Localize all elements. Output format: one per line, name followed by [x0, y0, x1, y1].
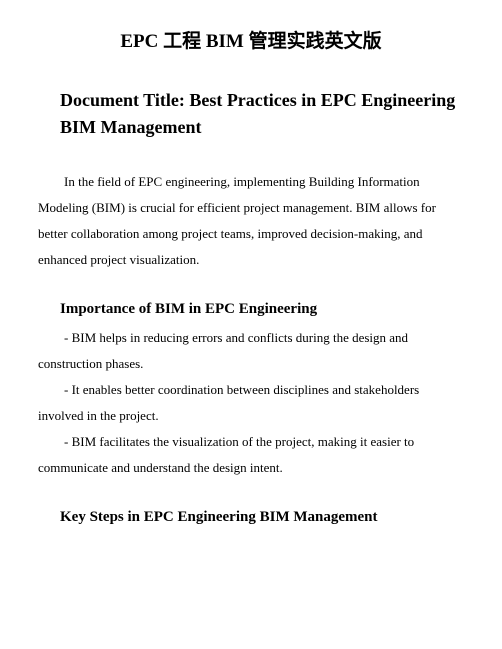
- section1-point3: - BIM facilitates the visualization of t…: [38, 429, 464, 481]
- section-keysteps-heading: Key Steps in EPC Engineering BIM Managem…: [60, 505, 464, 529]
- section1-point1: - BIM helps in reducing errors and confl…: [38, 325, 464, 377]
- document-subtitle: Document Title: Best Practices in EPC En…: [60, 87, 464, 141]
- section-importance-heading: Importance of BIM in EPC Engineering: [60, 297, 464, 321]
- intro-paragraph: In the field of EPC engineering, impleme…: [38, 169, 464, 273]
- document-page: EPC 工程 BIM 管理实践英文版 Document Title: Best …: [0, 0, 502, 543]
- section1-point2: - It enables better coordination between…: [38, 377, 464, 429]
- page-title: EPC 工程 BIM 管理实践英文版: [38, 28, 464, 57]
